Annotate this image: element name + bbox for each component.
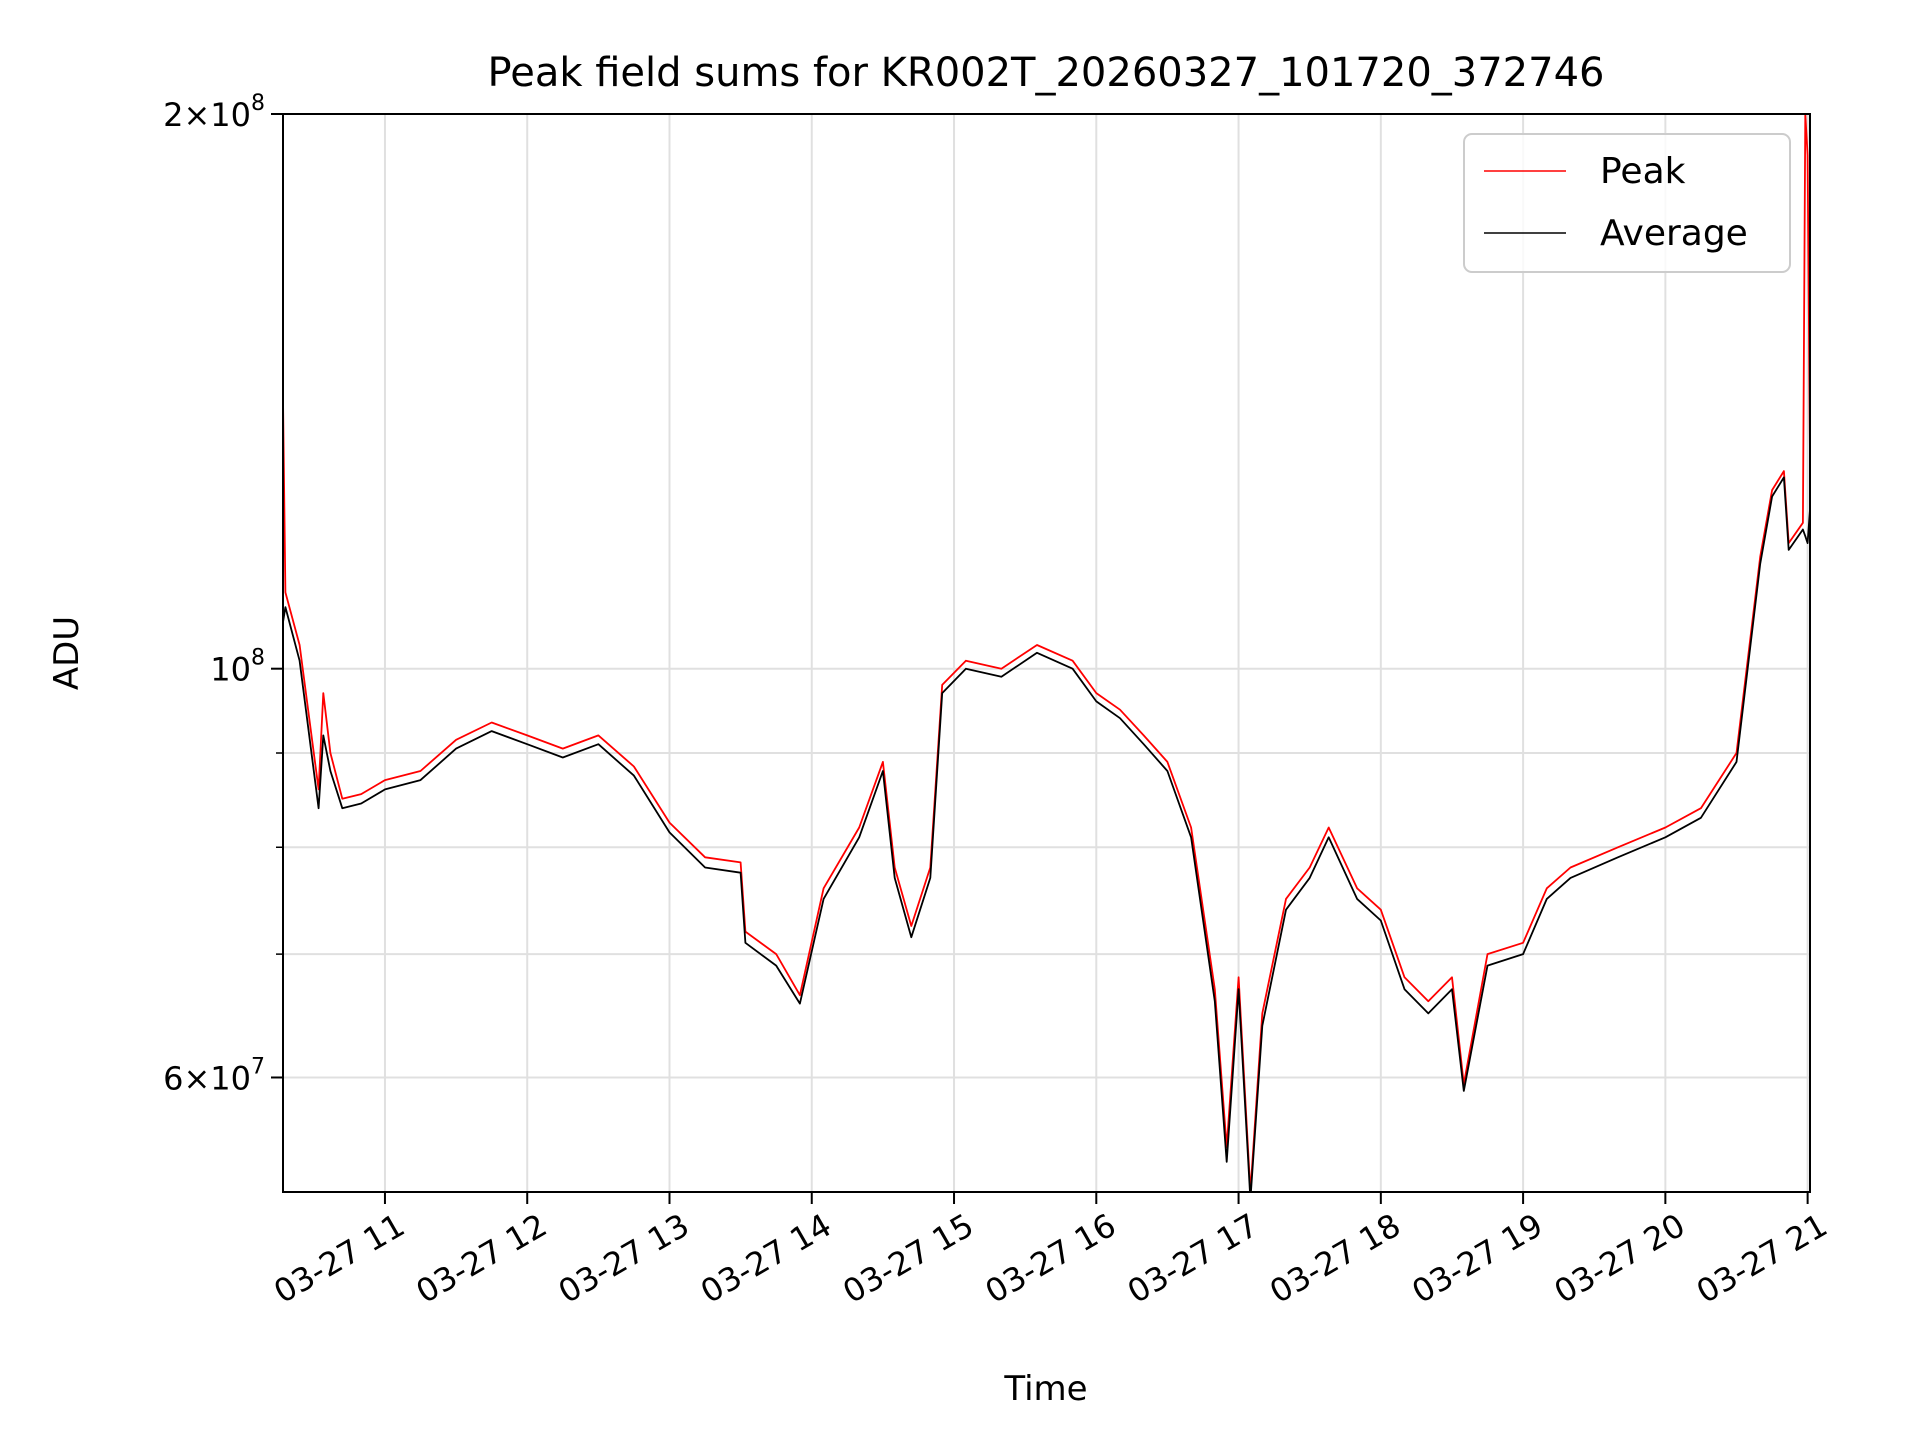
y-tick-label: 108 [210,646,265,689]
grid [283,113,1810,1192]
x-axis-label: Time [1003,1369,1087,1409]
plot-frame [282,113,1811,1193]
legend-label-average: Average [1600,213,1748,254]
series-layer [283,114,1810,1192]
y-tick-label: 6×107 [163,1054,265,1097]
peak-series-line [283,114,1810,1192]
chart-title: Peak field sums for KR002T_20260327_1017… [488,50,1605,96]
y-tick-label: 2×108 [163,91,265,134]
legend: Peak Average [1463,133,1791,273]
average-series-line [283,476,1810,1192]
legend-label-peak: Peak [1600,151,1686,192]
legend-box [1463,133,1791,273]
y-axis-label: ADU [47,616,87,690]
